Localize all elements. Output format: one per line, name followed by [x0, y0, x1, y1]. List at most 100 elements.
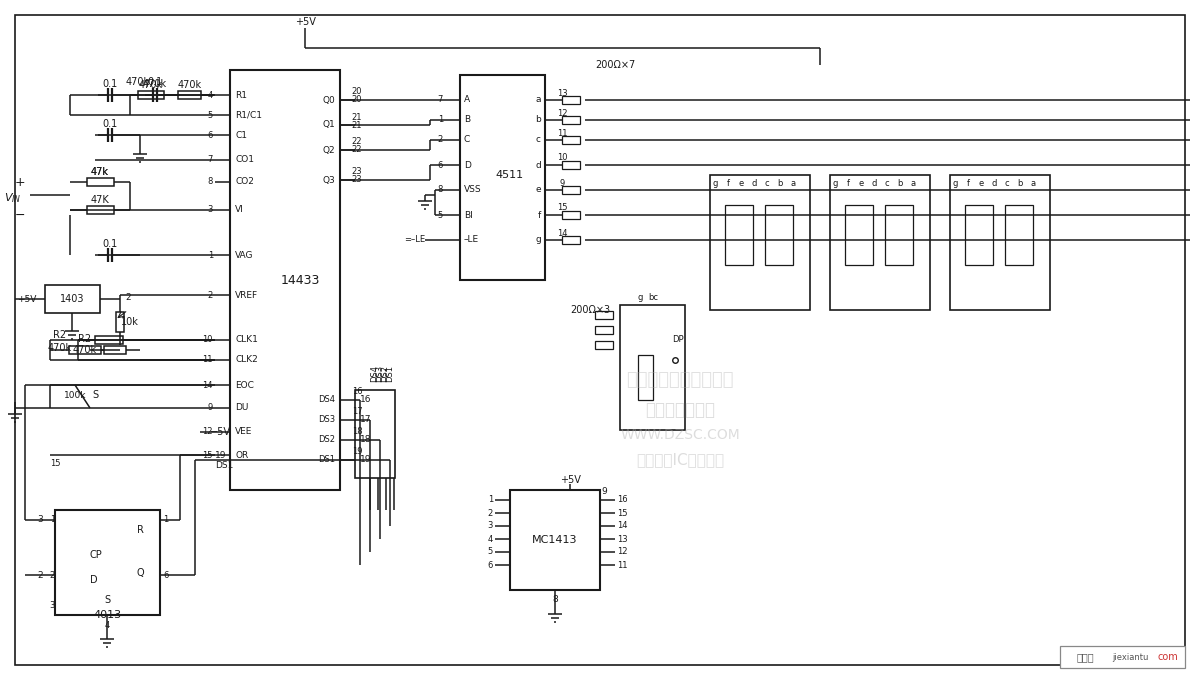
Text: e: e: [738, 178, 744, 188]
Bar: [103, 346, 126, 354]
Text: 6: 6: [487, 560, 493, 570]
Text: 8: 8: [438, 186, 443, 194]
Bar: [138, 91, 164, 99]
Text: CO2: CO2: [235, 177, 254, 186]
Text: 15: 15: [203, 450, 214, 460]
Text: 10: 10: [557, 154, 568, 163]
Text: 0.1: 0.1: [148, 77, 163, 87]
Text: 2: 2: [438, 135, 443, 145]
Bar: [1006, 205, 1033, 265]
Text: 4: 4: [208, 90, 214, 99]
Text: CLK2: CLK2: [235, 356, 258, 364]
Text: DS1: DS1: [318, 456, 335, 464]
Text: 23: 23: [352, 167, 362, 177]
Text: g: g: [953, 178, 958, 188]
Text: DS4: DS4: [318, 396, 335, 405]
Bar: [886, 205, 913, 265]
Text: 18: 18: [352, 428, 362, 437]
Text: Q1: Q1: [323, 120, 335, 129]
Text: OR: OR: [235, 450, 248, 460]
Text: 1: 1: [49, 515, 55, 524]
Text: 470k: 470k: [126, 77, 150, 87]
Text: S: S: [104, 595, 110, 605]
Text: =–LE: =–LE: [404, 235, 425, 245]
Text: f: f: [538, 211, 541, 220]
Text: +5V: +5V: [559, 475, 581, 485]
Text: A: A: [464, 95, 470, 105]
Text: 9: 9: [559, 178, 565, 188]
Text: c: c: [536, 135, 541, 145]
Text: −: −: [14, 209, 25, 222]
Bar: [562, 211, 580, 219]
Text: f: f: [846, 178, 850, 188]
Text: 2: 2: [208, 290, 214, 299]
Text: f: f: [966, 178, 970, 188]
Text: 6: 6: [163, 571, 168, 579]
Text: 19: 19: [215, 450, 227, 460]
Text: CP: CP: [90, 550, 103, 560]
Text: 20: 20: [352, 88, 362, 97]
Text: 10k: 10k: [121, 317, 139, 327]
Bar: [710, 175, 810, 310]
Text: 13: 13: [557, 88, 568, 97]
Bar: [965, 205, 994, 265]
Text: g: g: [713, 178, 718, 188]
Text: 5: 5: [487, 547, 493, 556]
Bar: [95, 336, 122, 344]
Bar: [355, 390, 395, 478]
Text: 8: 8: [208, 177, 214, 186]
Text: DS3: DS3: [318, 415, 335, 424]
Text: CLK1: CLK1: [235, 335, 258, 345]
Bar: [1060, 646, 1186, 668]
Bar: [510, 490, 600, 590]
Text: 11: 11: [617, 560, 628, 570]
Text: 16: 16: [617, 496, 628, 505]
Text: 11: 11: [557, 129, 568, 137]
Text: 14: 14: [203, 381, 214, 390]
Text: d: d: [871, 178, 877, 188]
Text: d: d: [991, 178, 997, 188]
Text: DS4: DS4: [371, 365, 379, 382]
Text: 47K: 47K: [91, 195, 109, 205]
Text: 14: 14: [557, 228, 568, 237]
Text: a: a: [1031, 178, 1036, 188]
Text: −5V: −5V: [210, 427, 230, 437]
Bar: [562, 96, 580, 104]
Text: 12: 12: [557, 109, 568, 118]
Text: 17: 17: [352, 407, 362, 416]
Text: 19: 19: [360, 456, 372, 464]
Text: 14433: 14433: [281, 273, 319, 286]
Text: R: R: [137, 525, 144, 535]
Text: a: a: [535, 95, 541, 105]
Text: jiexiantu: jiexiantu: [1112, 653, 1148, 662]
Text: 470k: 470k: [48, 343, 72, 353]
Text: b: b: [898, 178, 902, 188]
Text: 22: 22: [352, 137, 362, 146]
Text: 22: 22: [352, 146, 362, 154]
Text: +: +: [14, 175, 25, 188]
Text: 4013: 4013: [92, 610, 121, 620]
Bar: [460, 75, 545, 280]
Bar: [179, 91, 200, 99]
Text: 13: 13: [617, 534, 628, 543]
Text: 0.1: 0.1: [102, 79, 118, 89]
Bar: [70, 346, 101, 354]
Text: 20: 20: [352, 95, 362, 105]
Text: 2: 2: [487, 509, 493, 517]
Text: C1: C1: [235, 131, 247, 139]
Text: 0.1: 0.1: [102, 239, 118, 249]
Text: f: f: [726, 178, 730, 188]
Text: 1: 1: [487, 496, 493, 505]
Text: 1: 1: [208, 250, 214, 260]
Text: 200Ω×7: 200Ω×7: [595, 60, 635, 70]
Text: 470k: 470k: [178, 80, 202, 90]
Text: VREF: VREF: [235, 290, 258, 299]
Text: 杭州将睿科技有限公司: 杭州将睿科技有限公司: [626, 371, 733, 389]
Text: e: e: [858, 178, 864, 188]
Text: Q3: Q3: [323, 175, 335, 184]
Text: 14: 14: [617, 522, 628, 530]
Bar: [562, 236, 580, 244]
Text: 16: 16: [360, 396, 372, 405]
Text: MC1413: MC1413: [533, 535, 577, 545]
Text: 9: 9: [208, 403, 214, 413]
